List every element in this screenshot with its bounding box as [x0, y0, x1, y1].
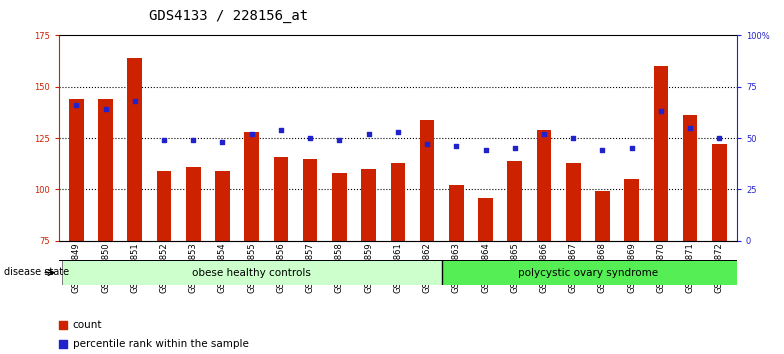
- Point: [245, 131, 258, 137]
- Point: [655, 109, 667, 114]
- Bar: [215, 171, 230, 241]
- Point: [450, 143, 463, 149]
- Text: polycystic ovary syndrome: polycystic ovary syndrome: [517, 268, 658, 278]
- Point: [567, 135, 579, 141]
- Point: [596, 148, 608, 153]
- Bar: [274, 156, 289, 241]
- Text: GDS4133 / 228156_at: GDS4133 / 228156_at: [149, 9, 308, 23]
- Bar: [186, 167, 201, 241]
- Point: [362, 131, 375, 137]
- Point: [158, 137, 170, 143]
- Text: obese healthy controls: obese healthy controls: [192, 268, 311, 278]
- Bar: [390, 163, 405, 241]
- Bar: [537, 130, 551, 241]
- Point: [129, 98, 141, 104]
- Bar: [245, 132, 259, 241]
- Point: [100, 107, 112, 112]
- Bar: [361, 169, 376, 241]
- Point: [713, 135, 726, 141]
- Point: [284, 98, 296, 104]
- Bar: [566, 163, 581, 241]
- Point: [538, 131, 550, 137]
- Point: [391, 129, 404, 135]
- Point: [304, 135, 317, 141]
- Bar: [303, 159, 318, 241]
- Point: [509, 145, 521, 151]
- Text: disease state: disease state: [4, 267, 69, 277]
- Bar: [507, 161, 522, 241]
- Bar: [712, 144, 727, 241]
- Bar: [478, 198, 493, 241]
- Bar: [683, 115, 698, 241]
- Point: [626, 145, 638, 151]
- Bar: [654, 66, 668, 241]
- Point: [479, 148, 492, 153]
- Bar: [332, 173, 347, 241]
- Point: [216, 139, 229, 145]
- Point: [187, 137, 200, 143]
- Point: [684, 125, 696, 131]
- Point: [421, 141, 434, 147]
- Bar: [595, 192, 610, 241]
- Point: [274, 127, 287, 133]
- Point: [333, 137, 346, 143]
- Point: [284, 272, 296, 278]
- Bar: [62, 260, 441, 285]
- Bar: [419, 120, 434, 241]
- Point: [70, 102, 82, 108]
- Bar: [449, 185, 463, 241]
- Bar: [69, 99, 84, 241]
- Text: percentile rank within the sample: percentile rank within the sample: [72, 339, 249, 349]
- Bar: [98, 99, 113, 241]
- Bar: [157, 171, 172, 241]
- Text: count: count: [72, 320, 102, 330]
- Bar: [441, 260, 749, 285]
- Bar: [624, 179, 639, 241]
- Bar: [128, 58, 142, 241]
